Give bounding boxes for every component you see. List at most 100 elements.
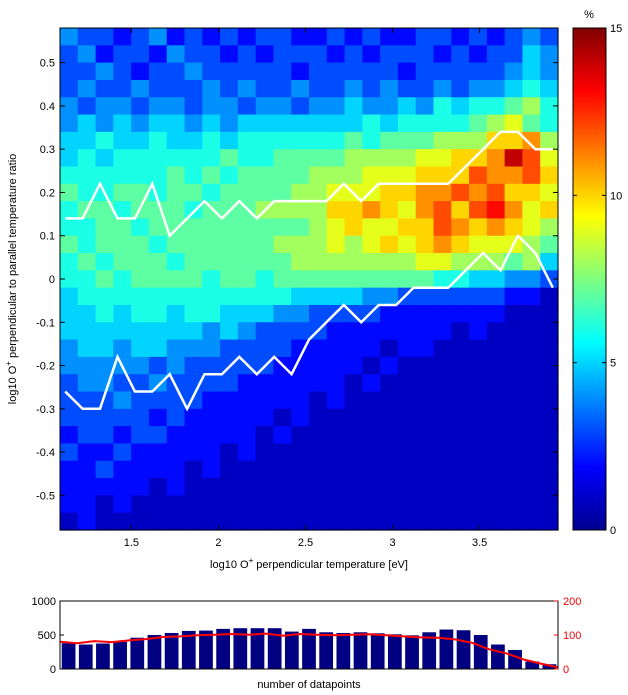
heatmap-cell (113, 512, 132, 531)
heatmap-cell (540, 322, 559, 341)
heatmap-cell (486, 322, 506, 341)
heatmap-cell (184, 183, 203, 202)
heatmap-cell (469, 235, 488, 254)
heatmap-cell (113, 201, 132, 220)
heatmap-cell (113, 253, 132, 271)
heatmap-cell (291, 183, 310, 202)
heatmap-cell (469, 391, 488, 410)
heatmap-cell (291, 28, 310, 46)
y-tick-label: 0.1 (40, 231, 55, 243)
heatmap-cell (255, 218, 275, 237)
heatmap-cell (451, 235, 470, 254)
heatmap-cell (309, 478, 328, 496)
heatmap-cell (60, 512, 79, 531)
heatmap-cell (344, 28, 363, 46)
heatmap-cell (397, 183, 417, 202)
heatmap-cell (469, 322, 488, 341)
heatmap-cell (60, 201, 79, 220)
heatmap-cell (469, 28, 488, 46)
heatmap-cell (273, 131, 292, 150)
heatmap-cell (131, 339, 150, 358)
heatmap-cell (309, 183, 328, 202)
heatmap-cell (504, 201, 524, 220)
heatmap-cell (397, 512, 417, 531)
heatmap-cell (60, 304, 79, 323)
heatmap-cell (326, 356, 346, 375)
heatmap-cell (397, 166, 417, 185)
heatmap-cell (166, 131, 186, 150)
heatmap-cell (415, 408, 435, 427)
heatmap-cell (131, 374, 150, 393)
heatmap-cell (166, 253, 186, 271)
heatmap-cell (433, 495, 452, 514)
heatmap-cell (77, 460, 97, 479)
heatmap-cell (415, 356, 435, 375)
heatmap-cell (504, 408, 524, 427)
heatmap-cell (433, 374, 452, 393)
heatmap-cell (131, 97, 150, 116)
heatmap-cell (95, 79, 114, 98)
heatmap-cell (415, 166, 435, 185)
heatmap-cell (291, 131, 310, 150)
heatmap-cell (220, 97, 239, 116)
heatmap-cell (309, 512, 328, 531)
heatmap-cell (237, 443, 257, 462)
heatmap-cell (95, 304, 114, 323)
heatmap-cell (504, 426, 524, 445)
datapoint-bar (164, 632, 179, 669)
heatmap-cell (273, 218, 292, 237)
heatmap-cell (77, 322, 97, 341)
heatmap-cell (451, 374, 470, 393)
heatmap-cell (504, 287, 524, 306)
heatmap-cell (95, 322, 114, 341)
heatmap-cell (344, 478, 363, 496)
heatmap-cell (220, 62, 239, 81)
heatmap-cell (77, 304, 97, 323)
datapoint-bar (456, 630, 471, 669)
heatmap-cell (95, 339, 114, 358)
heatmap-cell (60, 408, 79, 427)
heatmap-cell (113, 322, 132, 341)
heatmap-cell (451, 97, 470, 116)
datapoint-bar (336, 632, 351, 669)
heatmap-cell (469, 62, 488, 81)
heatmap-y-axis-label: log10 O+ perpendicular to parallel tempe… (4, 154, 19, 404)
heatmap-cell (237, 79, 257, 98)
heatmap-cell (504, 166, 524, 185)
heatmap-cell (202, 79, 221, 98)
heatmap-cell (522, 166, 541, 185)
heatmap-cell (326, 62, 346, 81)
y-tick-label: -0.5 (36, 490, 55, 502)
heatmap-cell (504, 391, 524, 410)
heatmap-cell (166, 166, 186, 185)
heatmap-cell (255, 28, 275, 46)
heatmap-cell (255, 287, 275, 306)
heatmap-cell (184, 114, 203, 133)
heatmap-cell (291, 495, 310, 514)
heatmap-cell (380, 287, 399, 306)
heatmap-cell (309, 114, 328, 133)
heatmap-cell (397, 374, 417, 393)
heatmap-cell (433, 426, 452, 445)
heatmap-cell (344, 218, 363, 237)
heatmap-cell (202, 512, 221, 531)
heatmap-cell (415, 201, 435, 220)
heatmap-cell (237, 235, 257, 254)
heatmap-cell (60, 28, 79, 46)
heatmap-cell (184, 495, 203, 514)
heatmap-cell (60, 114, 79, 133)
heatmap-cell (202, 391, 221, 410)
heatmap-cell (469, 166, 488, 185)
heatmap-cell (522, 374, 541, 393)
heatmap-cell (77, 443, 97, 462)
heatmap-cell (469, 443, 488, 462)
heatmap-cell (202, 253, 221, 271)
heatmap-cell (326, 45, 346, 64)
heatmap-cell (344, 97, 363, 116)
heatmap-cell (95, 426, 114, 445)
heatmap-cell (113, 391, 132, 410)
heatmap-cell (113, 287, 132, 306)
heatmap-cell (166, 149, 186, 168)
heatmap-cell (469, 79, 488, 98)
heatmap-cell (362, 460, 381, 479)
